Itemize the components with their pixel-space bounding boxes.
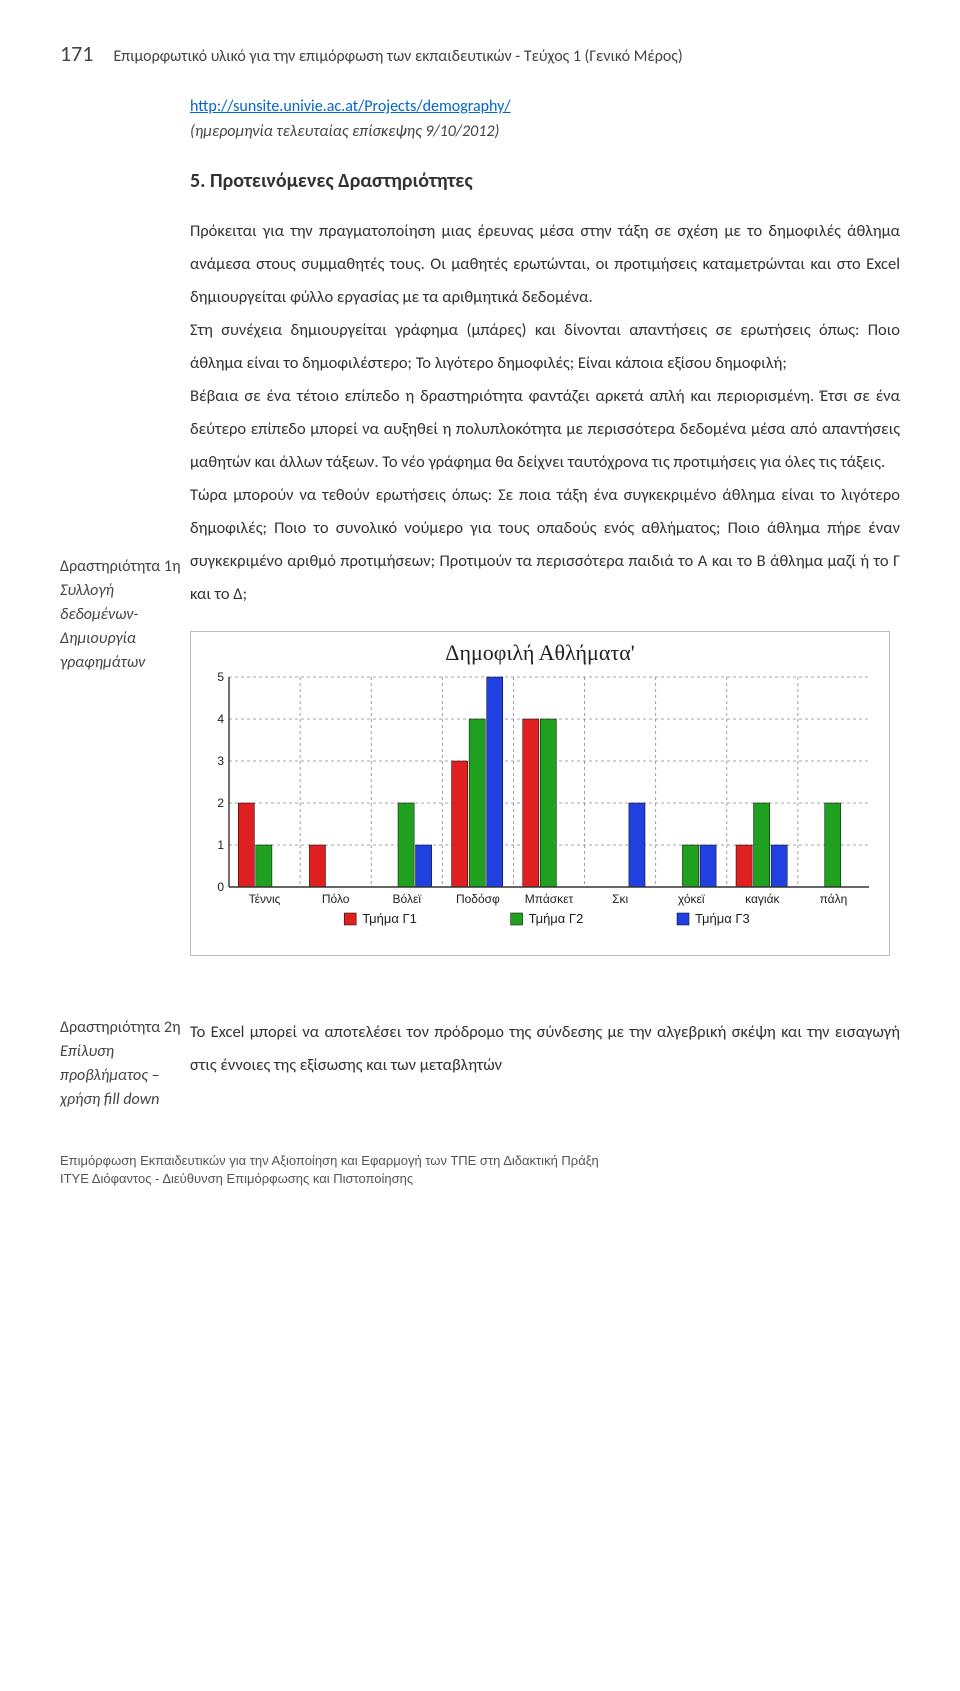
svg-text:4: 4 — [217, 712, 224, 726]
activity-1-label: Δραστηριότητα 1η — [60, 555, 190, 579]
activity-1-subtitle: Συλλογή δεδομένων- Δημιουργία γραφημάτων — [60, 579, 190, 675]
section-heading: 5. Προτεινόμενες Δραστηριότητες — [190, 169, 900, 193]
svg-text:Σκι: Σκι — [612, 892, 628, 906]
footer-line-2: ΙΤΥΕ Διόφαντος - Διεύθυνση Επιμόρφωσης κ… — [60, 1170, 900, 1188]
svg-text:3: 3 — [217, 754, 224, 768]
svg-text:Ποδόσφ: Ποδόσφ — [456, 892, 500, 906]
svg-text:Πόλο: Πόλο — [322, 892, 350, 906]
body-paragraph-1: Πρόκειται για την πραγματοποίηση μιας έρ… — [190, 215, 900, 611]
svg-text:Τμήμα Γ1: Τμήμα Γ1 — [362, 911, 417, 926]
svg-text:καγιάκ: καγιάκ — [745, 892, 780, 906]
sports-chart: Δημοφιλή Αθλήματα' 0 1 2 3 4 5 Τέννις Πόλο Βόλεϊ… — [190, 631, 890, 956]
svg-text:1: 1 — [217, 838, 224, 852]
header-title: Επιμορφωτικό υλικό για την επιμόρφωση τω… — [113, 47, 682, 66]
svg-text:5: 5 — [217, 672, 224, 684]
activity-2-label: Δραστηριότητα 2η — [60, 1016, 190, 1040]
activity-2-subtitle: Επίλυση προβλήματος – χρήση fill down — [60, 1040, 190, 1112]
visit-date: (ημερομηνία τελευταίας επίσκεψης 9/10/20… — [190, 122, 900, 141]
external-link[interactable]: http://sunsite.univie.ac.at/Projects/dem… — [190, 97, 511, 116]
svg-text:χόκεϊ: χόκεϊ — [678, 892, 705, 906]
page-number: 171 — [60, 40, 93, 67]
footer-line-1: Επιμόρφωση Εκπαιδευτικών για την Αξιοποί… — [60, 1152, 900, 1170]
svg-text:Μπάσκετ: Μπάσκετ — [525, 892, 574, 906]
svg-text:Τμήμα Γ2: Τμήμα Γ2 — [529, 911, 584, 926]
svg-text:Τμήμα Γ3: Τμήμα Γ3 — [695, 911, 750, 926]
svg-text:0: 0 — [217, 880, 224, 894]
chart-svg: 0 1 2 3 4 5 Τέννις Πόλο Βόλεϊ Ποδόσφ Μπάσκετ Σκι χόκ… — [199, 672, 879, 942]
svg-text:πάλη: πάλη — [820, 892, 848, 906]
svg-text:Βόλεϊ: Βόλεϊ — [393, 892, 422, 906]
svg-text:Τέννις: Τέννις — [249, 892, 281, 906]
body-paragraph-2: Το Excel μπορεί να αποτελέσει τον πρόδρο… — [190, 1016, 900, 1082]
svg-text:2: 2 — [217, 796, 224, 810]
chart-title: Δημοφιλή Αθλήματα' — [199, 640, 881, 666]
